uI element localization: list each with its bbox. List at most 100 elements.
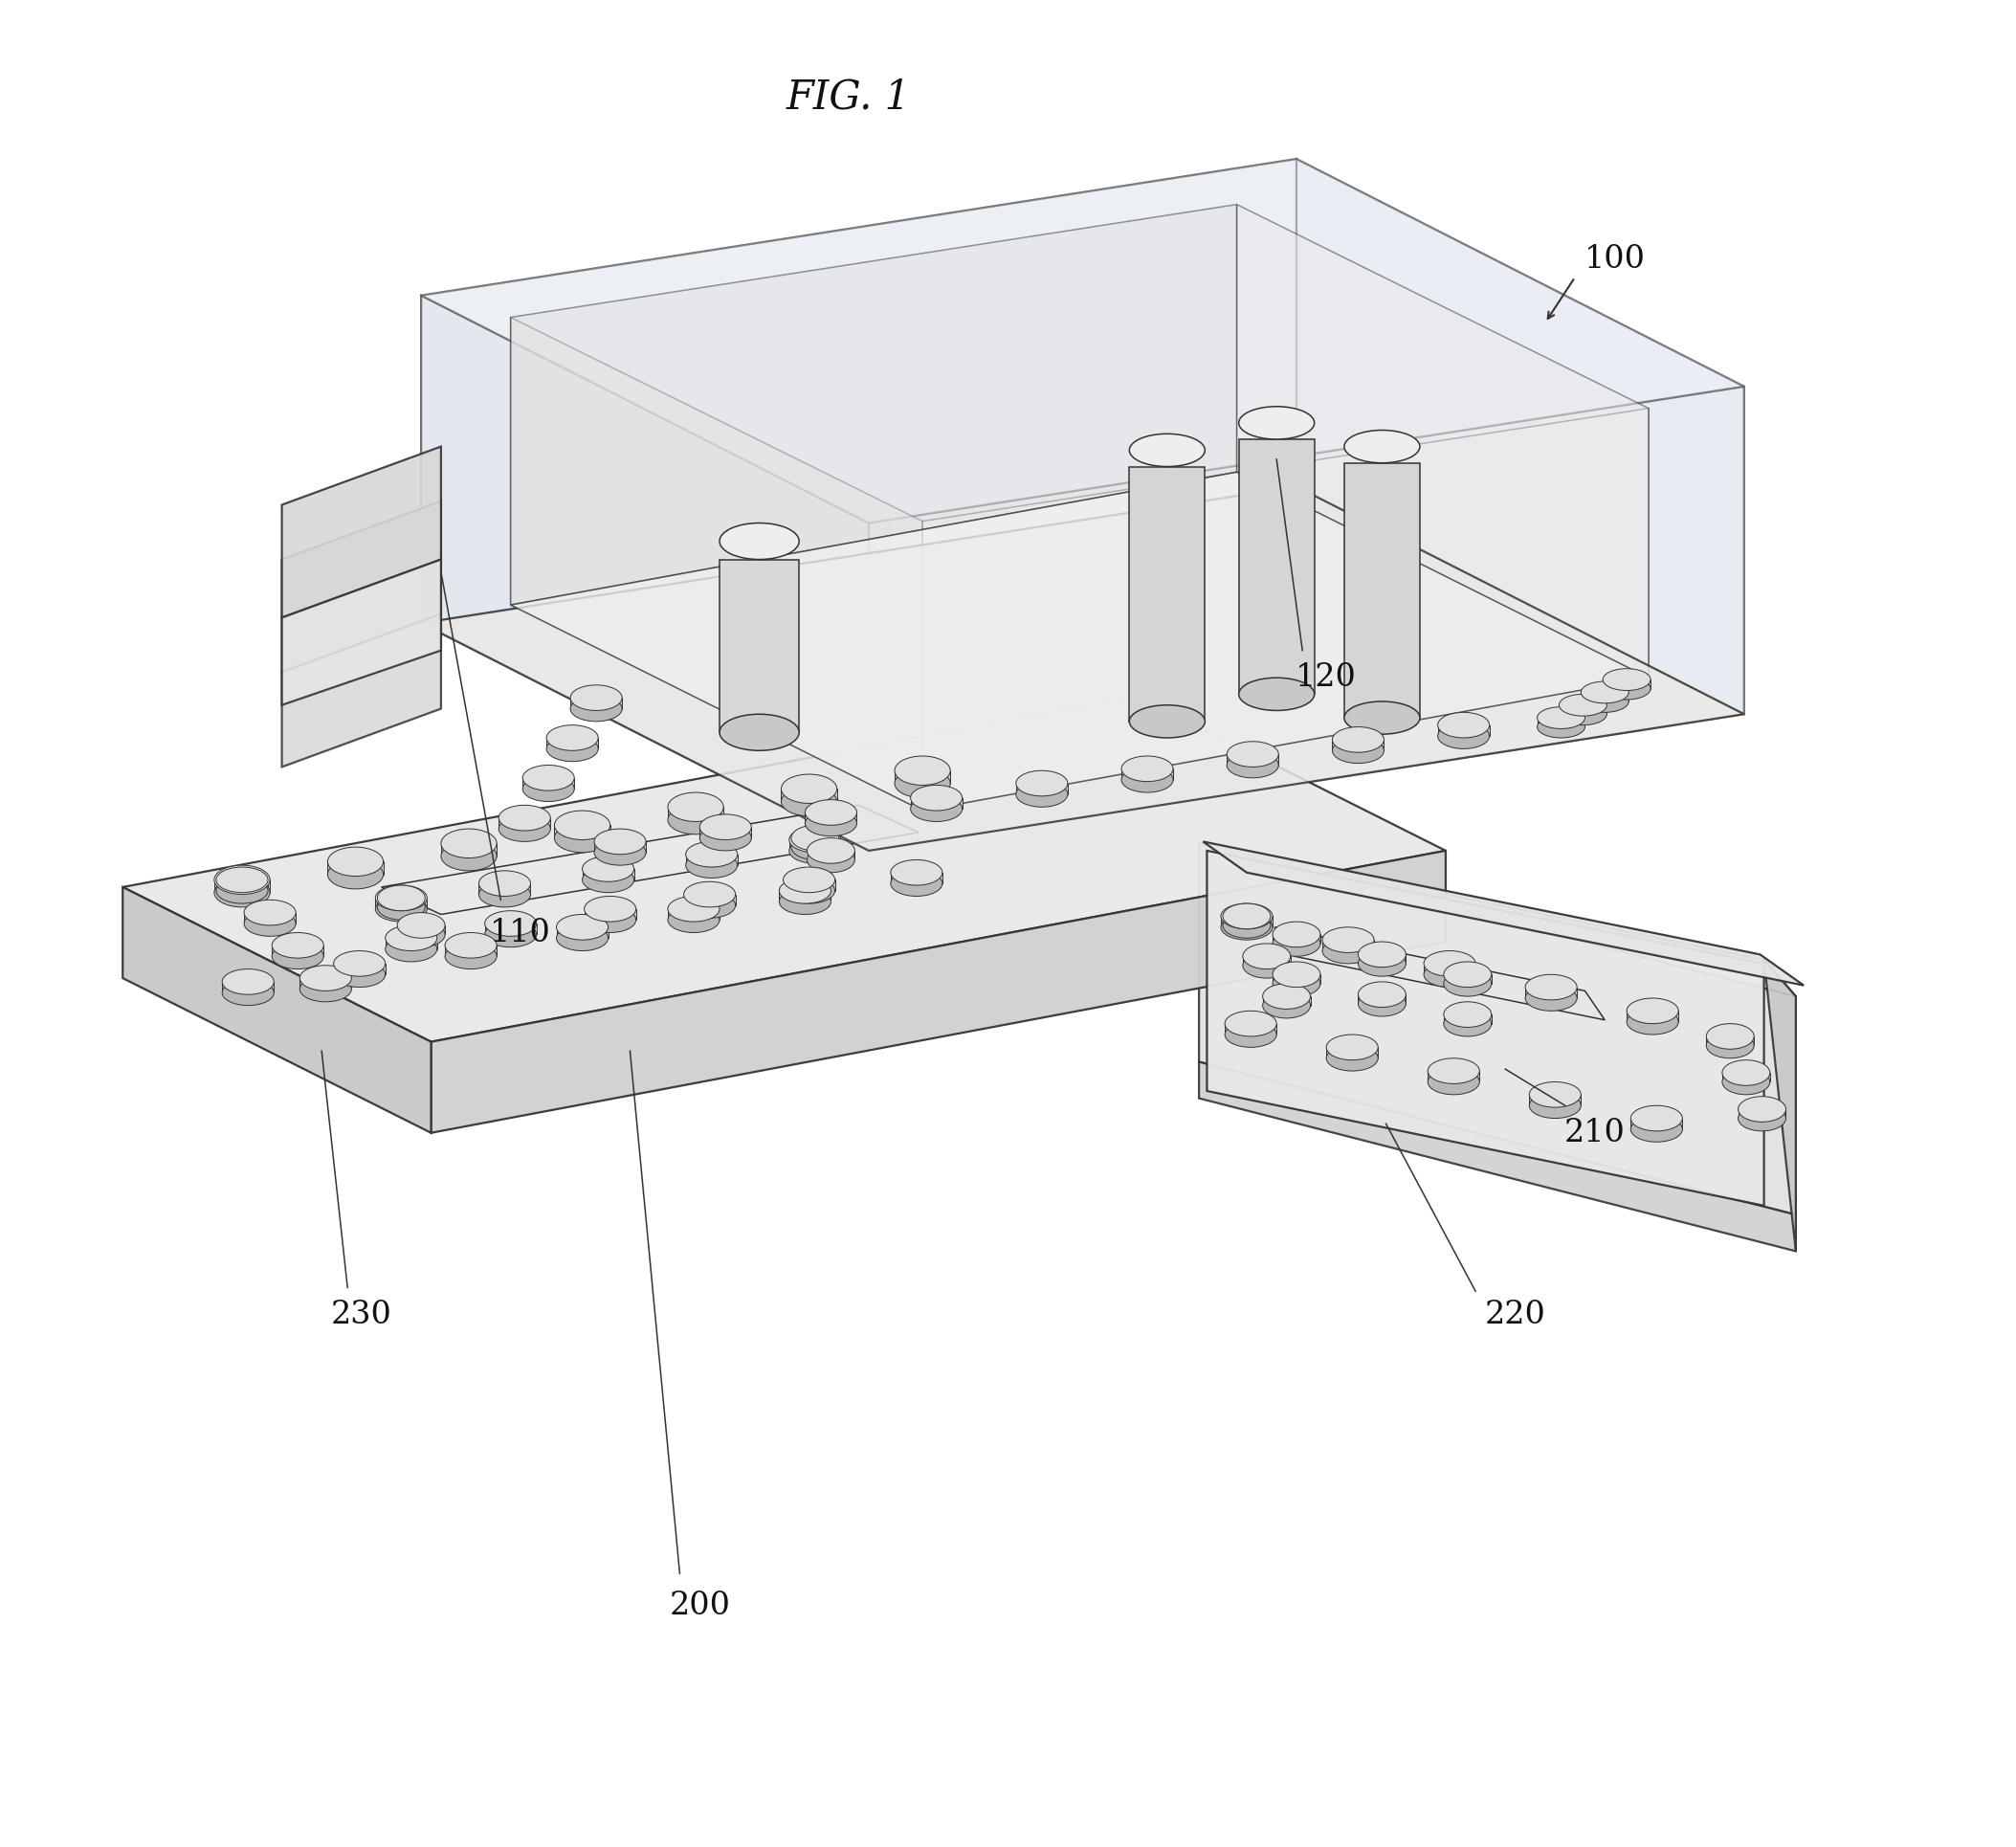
Ellipse shape [556,914,609,940]
Polygon shape [333,964,385,975]
Ellipse shape [1238,406,1314,440]
Polygon shape [1530,1095,1581,1106]
Ellipse shape [804,811,857,837]
Ellipse shape [1226,1021,1276,1047]
Polygon shape [282,447,442,617]
Ellipse shape [1722,1060,1770,1086]
Polygon shape [790,839,839,848]
Ellipse shape [1327,1045,1379,1071]
Ellipse shape [1224,903,1270,929]
Text: 100: 100 [1585,244,1645,275]
Ellipse shape [804,800,857,826]
Polygon shape [1359,994,1405,1003]
Text: 200: 200 [669,1590,730,1622]
Polygon shape [123,696,1445,1042]
Ellipse shape [1322,938,1375,964]
Ellipse shape [1129,434,1206,467]
Polygon shape [1722,1073,1770,1082]
Polygon shape [1129,467,1206,722]
Ellipse shape [1631,1116,1683,1141]
Ellipse shape [1272,962,1320,986]
Ellipse shape [782,787,837,816]
Ellipse shape [1603,669,1651,691]
Polygon shape [272,946,325,957]
Ellipse shape [484,922,536,948]
Ellipse shape [222,981,274,1005]
Ellipse shape [1222,914,1272,940]
Ellipse shape [1631,1106,1683,1130]
Ellipse shape [1345,430,1419,464]
Ellipse shape [333,951,385,977]
Polygon shape [484,924,536,935]
Polygon shape [595,842,645,853]
Ellipse shape [546,735,599,761]
Ellipse shape [1121,755,1173,781]
Polygon shape [442,844,496,857]
Polygon shape [1706,1036,1754,1045]
Ellipse shape [683,892,736,918]
Ellipse shape [385,925,437,951]
Ellipse shape [397,912,446,938]
Ellipse shape [911,796,962,822]
Polygon shape [421,159,1744,523]
Ellipse shape [895,755,950,785]
Ellipse shape [1427,1069,1480,1095]
Ellipse shape [1238,678,1314,711]
Ellipse shape [595,829,645,855]
Polygon shape [1226,1023,1276,1034]
Polygon shape [1443,975,1492,984]
Ellipse shape [1359,983,1405,1007]
Ellipse shape [484,911,536,936]
Ellipse shape [1016,770,1068,796]
Polygon shape [869,386,1744,851]
Ellipse shape [1359,990,1405,1016]
Ellipse shape [1581,682,1629,704]
Ellipse shape [891,870,941,896]
Polygon shape [282,501,442,672]
Ellipse shape [216,866,268,892]
Ellipse shape [522,776,575,802]
Polygon shape [891,872,941,883]
Ellipse shape [1359,951,1405,977]
Polygon shape [720,560,798,733]
Polygon shape [522,778,575,789]
Polygon shape [1333,739,1385,750]
Ellipse shape [685,853,738,877]
Ellipse shape [1359,942,1405,968]
Ellipse shape [585,907,635,933]
Polygon shape [895,770,950,783]
Polygon shape [1322,940,1375,951]
Ellipse shape [788,827,841,853]
Polygon shape [1627,1010,1679,1021]
Ellipse shape [1526,975,1577,999]
Ellipse shape [272,933,325,959]
Polygon shape [1581,693,1629,702]
Ellipse shape [1627,1008,1679,1034]
Polygon shape [585,909,635,920]
Ellipse shape [583,857,633,881]
Ellipse shape [700,815,752,840]
Polygon shape [788,840,841,851]
Ellipse shape [1427,1058,1480,1084]
Polygon shape [804,813,857,824]
Ellipse shape [329,861,383,888]
Ellipse shape [1129,706,1206,737]
Polygon shape [123,887,431,1132]
Polygon shape [583,868,633,879]
Polygon shape [1296,159,1744,715]
Polygon shape [1558,706,1607,715]
Ellipse shape [554,811,611,840]
Ellipse shape [1603,678,1651,700]
Ellipse shape [216,877,268,903]
Polygon shape [782,789,837,802]
Ellipse shape [595,840,645,864]
Ellipse shape [498,816,550,842]
Polygon shape [911,798,962,809]
Ellipse shape [1443,972,1492,996]
Ellipse shape [782,877,835,903]
Ellipse shape [1272,931,1320,957]
Polygon shape [377,898,425,907]
Polygon shape [1443,1014,1492,1023]
Polygon shape [1536,718,1585,728]
Ellipse shape [585,896,635,922]
